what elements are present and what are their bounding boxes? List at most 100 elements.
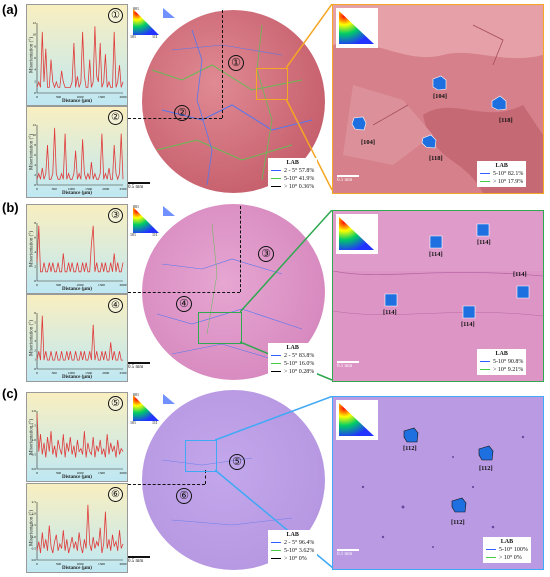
lab-legend-c-row-2: > 10° 0% bbox=[271, 555, 314, 563]
x-tick-label: 2000 bbox=[120, 283, 127, 287]
callout-b: [114] [114] [114] [114] [114] LAB 5-10° … bbox=[332, 210, 544, 382]
callout-a-legend-row-1: > 10° 17.9% bbox=[480, 178, 523, 186]
map-c-num-5: ⑤ bbox=[229, 454, 245, 470]
x-tick-label: 500 bbox=[56, 95, 62, 99]
x-tick-label: 0 bbox=[36, 283, 38, 287]
line-1-guide bbox=[222, 10, 224, 118]
cube-a-label-3: [118] bbox=[429, 155, 443, 162]
callout-a-scale: 0.1 mm bbox=[337, 175, 359, 183]
line-plot-3-number: ③ bbox=[108, 208, 123, 223]
plot-axes bbox=[36, 313, 123, 370]
lab-legend-a: LAB 2 - 5° 57.8% 5-10° 41.9% > 10° 0.36% bbox=[268, 158, 318, 192]
y-tick-label: 12 bbox=[33, 21, 37, 25]
line-6-guide bbox=[128, 484, 205, 486]
lab-legend-b-row-0: 2 - 5° 83.8% bbox=[271, 352, 314, 360]
lab-legend-b-row-2: > 10° 0.28% bbox=[271, 368, 314, 376]
callout-a: [104] [104] [118] [118] LAB 5-10° 82.1% … bbox=[332, 4, 544, 194]
y-tick-label: 1.0 bbox=[32, 535, 37, 539]
x-tick-label: 1500 bbox=[85, 371, 92, 375]
callout-b-scale: 0.1 mm bbox=[337, 361, 359, 369]
y-tick-label: 0 bbox=[34, 91, 36, 95]
lab-legend-a-title: LAB bbox=[286, 160, 299, 166]
ipf-b-label-1: 101 bbox=[130, 232, 136, 237]
misorientation-line bbox=[36, 413, 124, 458]
ipf-scale-a bbox=[162, 6, 176, 18]
cube-b-label-2: [114] bbox=[477, 239, 491, 246]
callout-c-legend-row-1: > 10° 0% bbox=[486, 554, 528, 562]
x-tick-label: 1500 bbox=[98, 562, 105, 566]
cube-b-4 bbox=[461, 303, 477, 319]
y-tick-label: 1.5 bbox=[32, 523, 37, 527]
x-tick-label: 1500 bbox=[98, 471, 105, 475]
lab-legend-a-row-2: > 10° 0.36% bbox=[271, 183, 314, 191]
y-tick-label: 4 bbox=[34, 330, 36, 334]
map-a-num-2: ② bbox=[174, 105, 190, 121]
line-plot-4: 0 500 1000 1500 2000 2500 0 1 2 3 4 5 6 ④ Distance (… bbox=[26, 294, 128, 382]
plot-axes bbox=[36, 125, 123, 186]
callout-b-ipf bbox=[336, 214, 378, 254]
y-tick-label: 8 bbox=[34, 221, 36, 225]
callout-b-legend: LAB 5-10° 90.8% > 10° 9.21% bbox=[477, 349, 527, 375]
y-tick-label: 4 bbox=[34, 250, 36, 254]
y-tick-label: 1.0 bbox=[32, 438, 37, 442]
x-tick-label: 500 bbox=[52, 371, 58, 375]
cube-a-3 bbox=[351, 115, 367, 131]
line-plot-3: 0 500 1000 1500 2000 0 2 4 6 8 ③ Distance (μm) Mi… bbox=[26, 204, 128, 294]
y-tick-label: 0.5 bbox=[32, 546, 37, 550]
x-tick-label: 2000 bbox=[120, 471, 127, 475]
cube-a-label-1: [104] bbox=[433, 93, 448, 100]
line-plot-1-number: ① bbox=[108, 8, 123, 23]
y-tick-label: 0.5 bbox=[32, 453, 37, 457]
ipf-scale-c bbox=[162, 392, 176, 404]
y-tick-label: 2.5 bbox=[32, 500, 37, 504]
plot-axes bbox=[36, 223, 123, 282]
x-tick-label: 0 bbox=[36, 371, 38, 375]
line-plot-4-svg: 0 500 1000 1500 2000 2500 0 1 2 3 4 5 6 bbox=[34, 311, 127, 375]
line-plot-3-xlabel: Distance (μm) bbox=[62, 287, 92, 292]
y-tick-label: 10 bbox=[33, 33, 37, 37]
ipf-c-label-2: 111 bbox=[152, 420, 158, 425]
cube-a-2 bbox=[491, 95, 507, 111]
line-plot-1-svg: 0 500 1000 1500 2000 0 2 4 6 8 10 12 bbox=[33, 21, 127, 99]
ipf-c-label-0: 001 bbox=[133, 392, 139, 397]
cube-c-label-2: [112] bbox=[479, 465, 493, 472]
callout-c: [112] [112] [112] LAB 5-10° 100% > 10° 0… bbox=[332, 396, 544, 570]
line-plot-5-number: ⑤ bbox=[108, 396, 123, 411]
callout-a-ipf bbox=[336, 8, 378, 48]
cube-c-2 bbox=[478, 445, 494, 461]
line-plot-1-ylabel: Misorientation (°) bbox=[29, 36, 35, 74]
ipf-b-label-2: 111 bbox=[152, 232, 158, 237]
line-4-guide bbox=[128, 292, 240, 294]
cube-b-2 bbox=[475, 221, 491, 237]
y-tick-label: 2 bbox=[34, 348, 36, 352]
lab-legend-c-row-0: 2 - 5° 96.4% bbox=[271, 539, 314, 547]
cube-b-label-5: [114] bbox=[513, 271, 527, 278]
y-tick-label: 6 bbox=[34, 56, 36, 60]
callout-b-legend-row-0: 5-10° 90.8% bbox=[480, 358, 523, 366]
callout-c-legend: LAB 5-10° 100% > 10° 0% bbox=[483, 537, 531, 563]
callout-c-legend-row-0: 5-10° 100% bbox=[486, 546, 528, 554]
y-tick-label: 10 bbox=[33, 133, 37, 137]
line-3-guide bbox=[240, 206, 242, 292]
ipf-a-label-2: 111 bbox=[152, 34, 158, 39]
x-tick-label: 1000 bbox=[77, 562, 84, 566]
cube-c-1 bbox=[403, 427, 419, 443]
y-tick-label: 5 bbox=[34, 320, 36, 324]
line-plot-2-number: ② bbox=[108, 110, 123, 125]
line-5-guide bbox=[205, 470, 207, 484]
line-plot-1-xlabel: Distance (μm) bbox=[62, 99, 92, 104]
lab-legend-b-title: LAB bbox=[286, 345, 299, 351]
misorientation-line bbox=[36, 26, 124, 89]
line-plot-3-ylabel: Misorientation (°) bbox=[29, 230, 35, 268]
ipf-scale-b bbox=[162, 204, 176, 216]
callout-b-legend-title: LAB bbox=[495, 351, 508, 357]
line-plot-6-ylabel: Misorientation (°) bbox=[29, 509, 35, 547]
boundary-network-a bbox=[151, 24, 313, 186]
lab-legend-b: LAB 2 - 5° 83.8% 5-10° 16.0% > 10° 0.28% bbox=[268, 343, 318, 377]
y-tick-label: 12 bbox=[33, 123, 37, 127]
x-tick-label: 1500 bbox=[98, 283, 105, 287]
roi-box-a bbox=[256, 68, 288, 100]
line-plot-2-ylabel: Misorientation (°) bbox=[29, 133, 35, 171]
x-tick-label: 0 bbox=[36, 471, 38, 475]
cube-a-1 bbox=[431, 75, 447, 91]
